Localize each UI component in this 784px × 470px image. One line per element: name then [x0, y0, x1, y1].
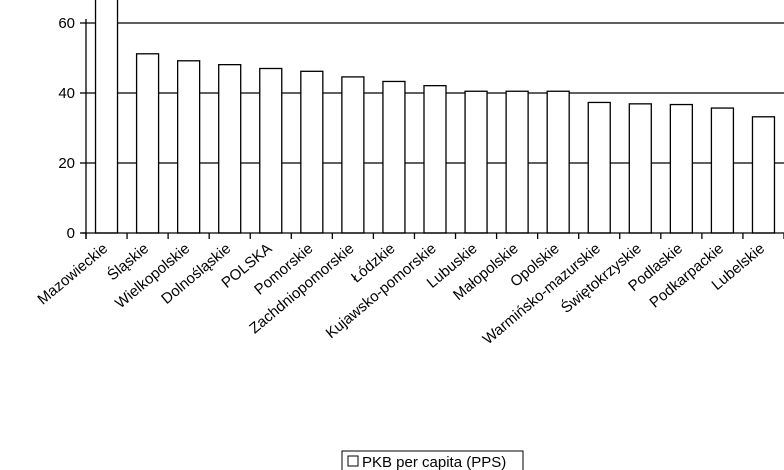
y-tick-label-60: 60	[58, 15, 75, 32]
bar-1	[94, 0, 119, 234]
x-category-labels: MazowieckieŚląskieWielkopolskieDolnośląs…	[34, 239, 768, 348]
y-tick-labels: 0 20 40 60	[58, 15, 75, 242]
bar-11	[505, 90, 529, 234]
bar-17	[751, 116, 776, 234]
bar-13	[587, 101, 611, 234]
category-label-1: Mazowieckie	[34, 240, 111, 308]
bar-4	[218, 64, 242, 234]
bar-2	[135, 53, 160, 234]
y-tick-label-20: 20	[58, 155, 75, 172]
y-tick-label-40: 40	[58, 85, 75, 102]
bar-10	[464, 90, 488, 234]
bar-16	[710, 107, 735, 234]
bars	[94, 0, 776, 234]
y-tick-label-0: 0	[67, 225, 75, 242]
bar-3	[176, 60, 201, 234]
bar-9	[423, 85, 447, 234]
legend-swatch	[347, 455, 359, 467]
legend: PKB per capita (PPS)	[341, 450, 524, 470]
bar-12	[546, 90, 570, 234]
bar-6	[300, 70, 324, 234]
bar-8	[382, 80, 406, 234]
bar-14	[628, 103, 652, 234]
bar-15	[669, 103, 694, 234]
legend-label: PKB per capita (PPS)	[362, 454, 506, 470]
legend-box	[341, 450, 524, 470]
axes	[80, 19, 784, 239]
bar-7	[341, 76, 365, 234]
bar-5	[259, 67, 283, 234]
